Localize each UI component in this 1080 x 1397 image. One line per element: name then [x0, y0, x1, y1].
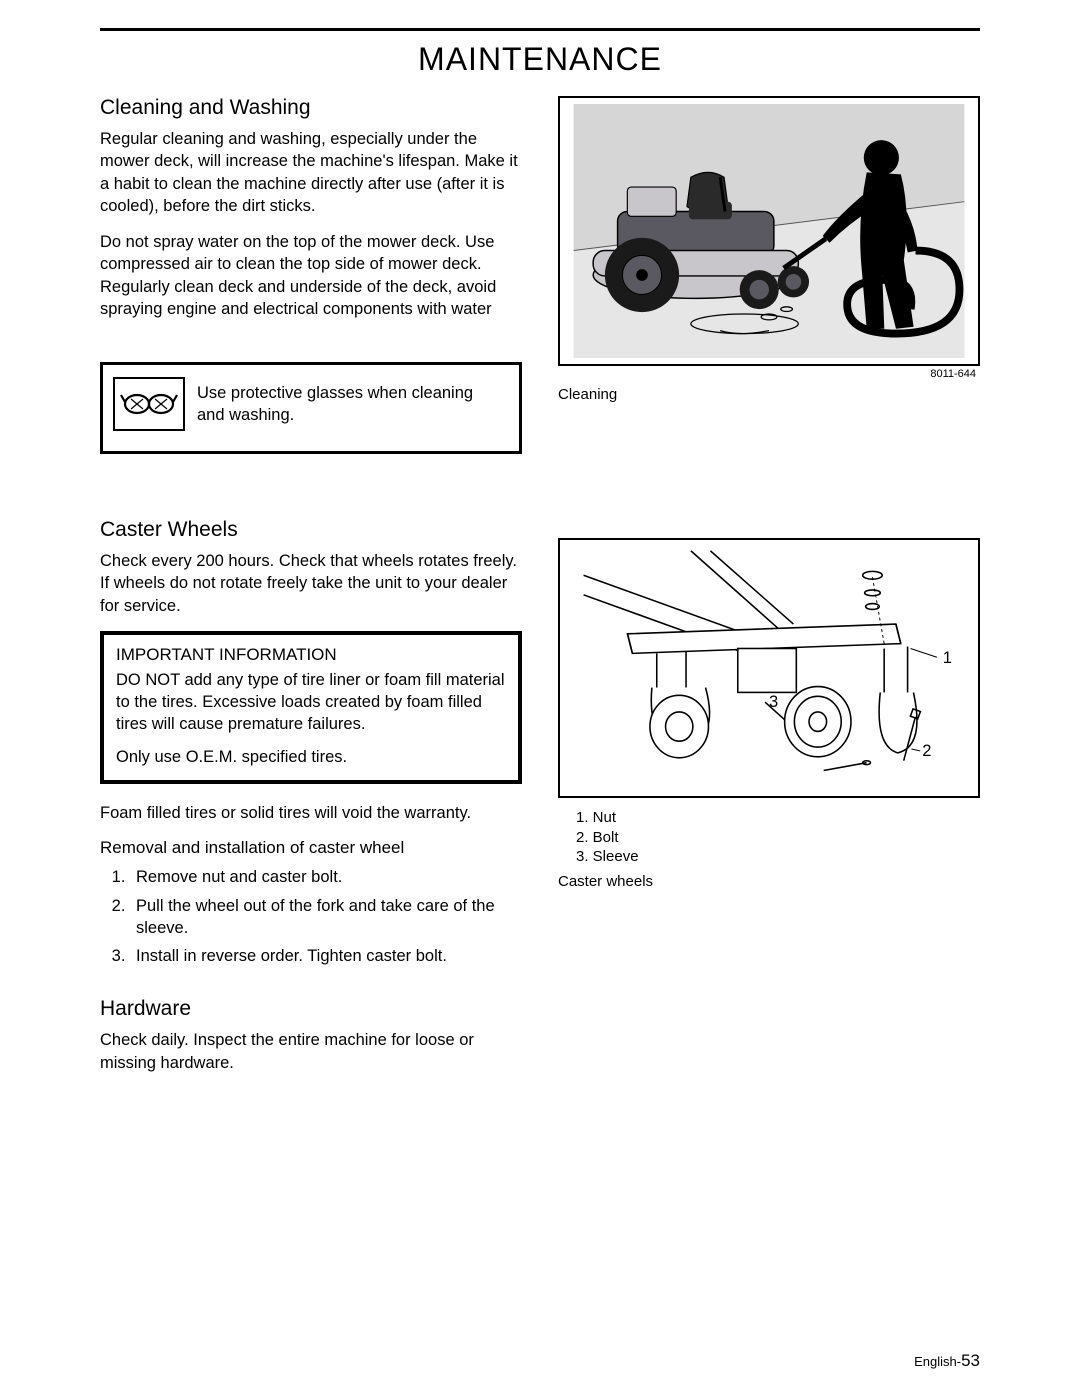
- legend-item: 1. Nut: [576, 808, 980, 828]
- cleaning-text-col: Cleaning and Washing Regular cleaning an…: [100, 96, 522, 454]
- footer-page-number: 53: [961, 1351, 980, 1370]
- list-item: Remove nut and caster bolt.: [130, 866, 522, 888]
- cleaning-p2: Do not spray water on the top of the mow…: [100, 231, 522, 320]
- footer-lang: English-: [914, 1354, 961, 1369]
- caster-p2: Foam filled tires or solid tires will vo…: [100, 802, 522, 824]
- legend-item: 3. Sleeve: [576, 847, 980, 867]
- page-footer: English-53: [914, 1351, 980, 1371]
- important-info-box: IMPORTANT INFORMATION DO NOT add any typ…: [100, 631, 522, 784]
- cleaning-figure: [558, 96, 980, 366]
- caster-legend: 1. Nut 2. Bolt 3. Sleeve: [576, 808, 980, 867]
- callout-1: 1: [943, 648, 952, 667]
- callout-2: 2: [922, 741, 931, 760]
- hardware-p1: Check daily. Inspect the entire machine …: [100, 1029, 522, 1074]
- callout-3: 3: [769, 692, 778, 711]
- info-title: IMPORTANT INFORMATION: [116, 645, 506, 665]
- page: MAINTENANCE Cleaning and Washing Regular…: [0, 0, 1080, 1397]
- caster-section: Caster Wheels Check every 200 hours. Che…: [100, 518, 980, 1088]
- caster-fig-caption: Caster wheels: [558, 873, 980, 890]
- caster-heading: Caster Wheels: [100, 518, 522, 542]
- safety-box: Use protective glasses when cleaning and…: [100, 362, 522, 454]
- list-item: Install in reverse order. Tighten caster…: [130, 945, 522, 967]
- cleaning-fig-col: 8011-644 Cleaning: [558, 96, 980, 454]
- caster-text-col: Caster Wheels Check every 200 hours. Che…: [100, 518, 522, 1088]
- caster-subheading: Removal and installation of caster wheel: [100, 838, 522, 858]
- cleaning-fig-caption: Cleaning: [558, 386, 980, 403]
- legend-item: 2. Bolt: [576, 828, 980, 848]
- hardware-heading: Hardware: [100, 997, 522, 1021]
- info-p2: Only use O.E.M. specified tires.: [116, 746, 506, 768]
- caster-figure: 1 2 3: [558, 538, 980, 798]
- info-p1: DO NOT add any type of tire liner or foa…: [116, 669, 506, 736]
- page-title: MAINTENANCE: [100, 41, 980, 78]
- cleaning-p1: Regular cleaning and washing, especially…: [100, 128, 522, 217]
- caster-fig-col: 1 2 3 1. Nut 2. Bolt 3. Sleeve Caster wh…: [558, 518, 980, 1088]
- glasses-icon: [113, 377, 185, 431]
- caster-steps: Remove nut and caster bolt. Pull the whe…: [100, 866, 522, 967]
- caster-p1: Check every 200 hours. Check that wheels…: [100, 550, 522, 617]
- top-rule: [100, 28, 980, 31]
- cleaning-heading: Cleaning and Washing: [100, 96, 522, 120]
- safety-text: Use protective glasses when cleaning and…: [197, 382, 503, 427]
- list-item: Pull the wheel out of the fork and take …: [130, 895, 522, 940]
- cleaning-fig-ref: 8011-644: [558, 368, 980, 380]
- cleaning-section: Cleaning and Washing Regular cleaning an…: [100, 96, 980, 454]
